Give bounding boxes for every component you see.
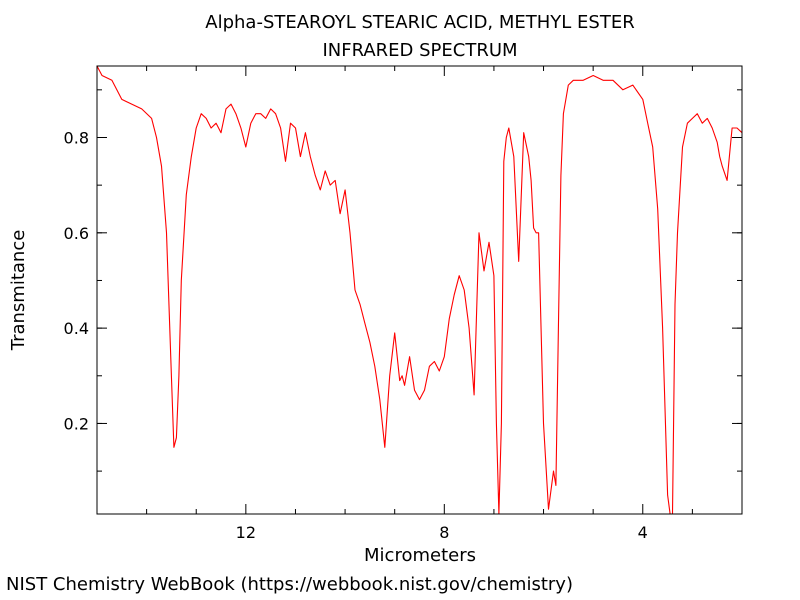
x-tick-label: 8 — [439, 523, 449, 542]
series-group — [96, 65, 743, 515]
spectrum-line — [96, 65, 743, 515]
x-axis-label: Micrometers — [364, 545, 476, 566]
y-axis-ticks: 0.2 0.4 0.6 0.8 — [64, 89, 742, 472]
y-axis-label: Transmitance — [8, 230, 29, 352]
y-tick-label: 0.2 — [64, 414, 89, 433]
plot-frame — [96, 65, 743, 515]
chart-subtitle: INFRARED SPECTRUM — [322, 40, 517, 61]
x-tick-label: 4 — [638, 523, 648, 542]
x-tick-label: 12 — [236, 523, 256, 542]
y-tick-label: 0.8 — [64, 128, 89, 147]
y-tick-label: 0.6 — [64, 224, 89, 243]
chart-title: Alpha-STEAROYL STEARIC ACID, METHYL ESTE… — [205, 12, 634, 33]
y-tick-label: 0.4 — [64, 319, 89, 338]
x-axis-ticks: 12 8 4 — [96, 66, 743, 542]
source-credit: NIST Chemistry WebBook (https://webbook.… — [6, 574, 573, 595]
